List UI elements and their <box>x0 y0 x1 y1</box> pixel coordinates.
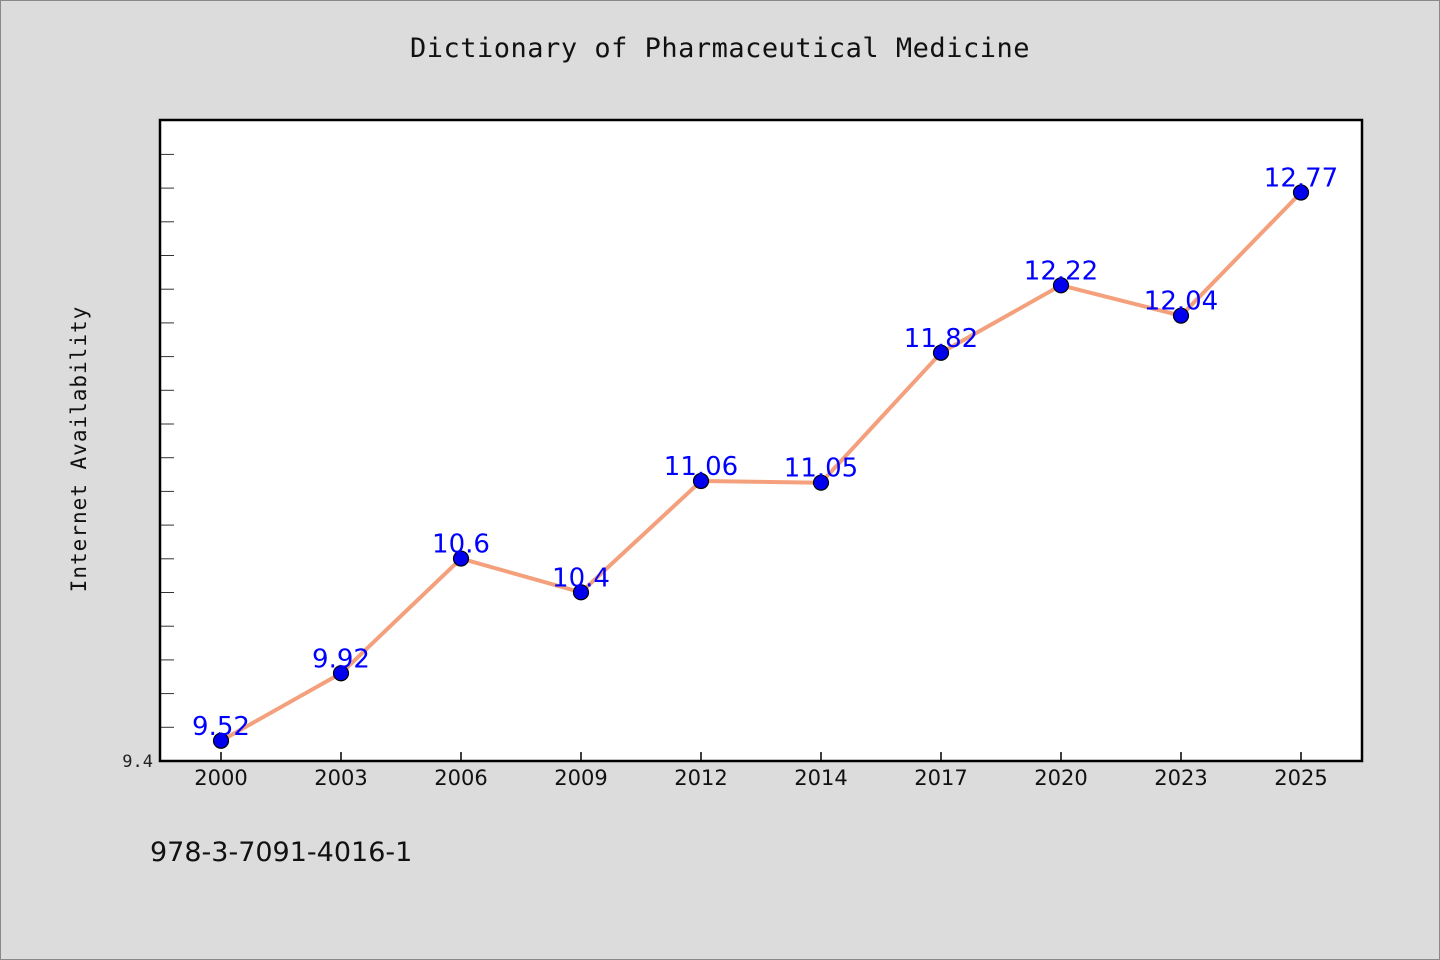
data-label: 9.52 <box>192 712 250 742</box>
data-point <box>932 344 950 361</box>
data-labels-group: 9.52 9.92 10.6 10.4 11.06 11.05 11.82 12.22 12.0… <box>192 164 1338 742</box>
data-label: 11.05 <box>784 454 858 484</box>
data-label: 12.22 <box>1024 256 1098 286</box>
x-tick-label: 2025 <box>1274 766 1327 790</box>
x-tick-label: 2006 <box>434 766 487 790</box>
data-label: 9.92 <box>312 644 370 674</box>
markers-group <box>212 184 1310 749</box>
x-tick-label: 2003 <box>314 766 367 790</box>
data-label: 11.82 <box>904 324 978 354</box>
x-tick-label: 2009 <box>554 766 607 790</box>
data-point <box>572 584 590 601</box>
series-line-group <box>219 190 1303 743</box>
x-tick-label: 2020 <box>1034 766 1087 790</box>
data-point <box>1172 307 1190 324</box>
chart-title: Dictionary of Pharmaceutical Medicine <box>410 33 1030 64</box>
x-tick-label: 2000 <box>194 766 247 790</box>
x-tick-label: 2017 <box>914 766 967 790</box>
data-label: 12.77 <box>1264 164 1338 194</box>
data-point <box>332 665 350 682</box>
data-label: 10.6 <box>432 530 490 560</box>
data-point <box>452 550 470 567</box>
y-tick-label: 9.4 <box>122 752 153 772</box>
x-tick-label: 2012 <box>674 766 727 790</box>
x-tick-label: 2014 <box>794 766 847 790</box>
y-minor-ticks <box>160 153 174 728</box>
x-tick-label: 2023 <box>1154 766 1207 790</box>
isbn-footer: 978-3-7091-4016-1 <box>150 837 413 868</box>
data-point <box>1292 184 1310 201</box>
data-point <box>212 732 230 749</box>
data-point <box>692 472 710 490</box>
plot-frame <box>158 118 1364 763</box>
data-point <box>812 474 830 491</box>
data-label: 12.04 <box>1144 287 1218 317</box>
x-axis-ticks: 2000 2003 2006 2009 2012 2014 2017 2020 2023 2025 <box>194 752 1328 790</box>
data-point <box>1052 277 1070 294</box>
data-label: 10.4 <box>552 563 610 593</box>
data-label: 11.06 <box>664 452 738 482</box>
series-line <box>219 190 1303 743</box>
